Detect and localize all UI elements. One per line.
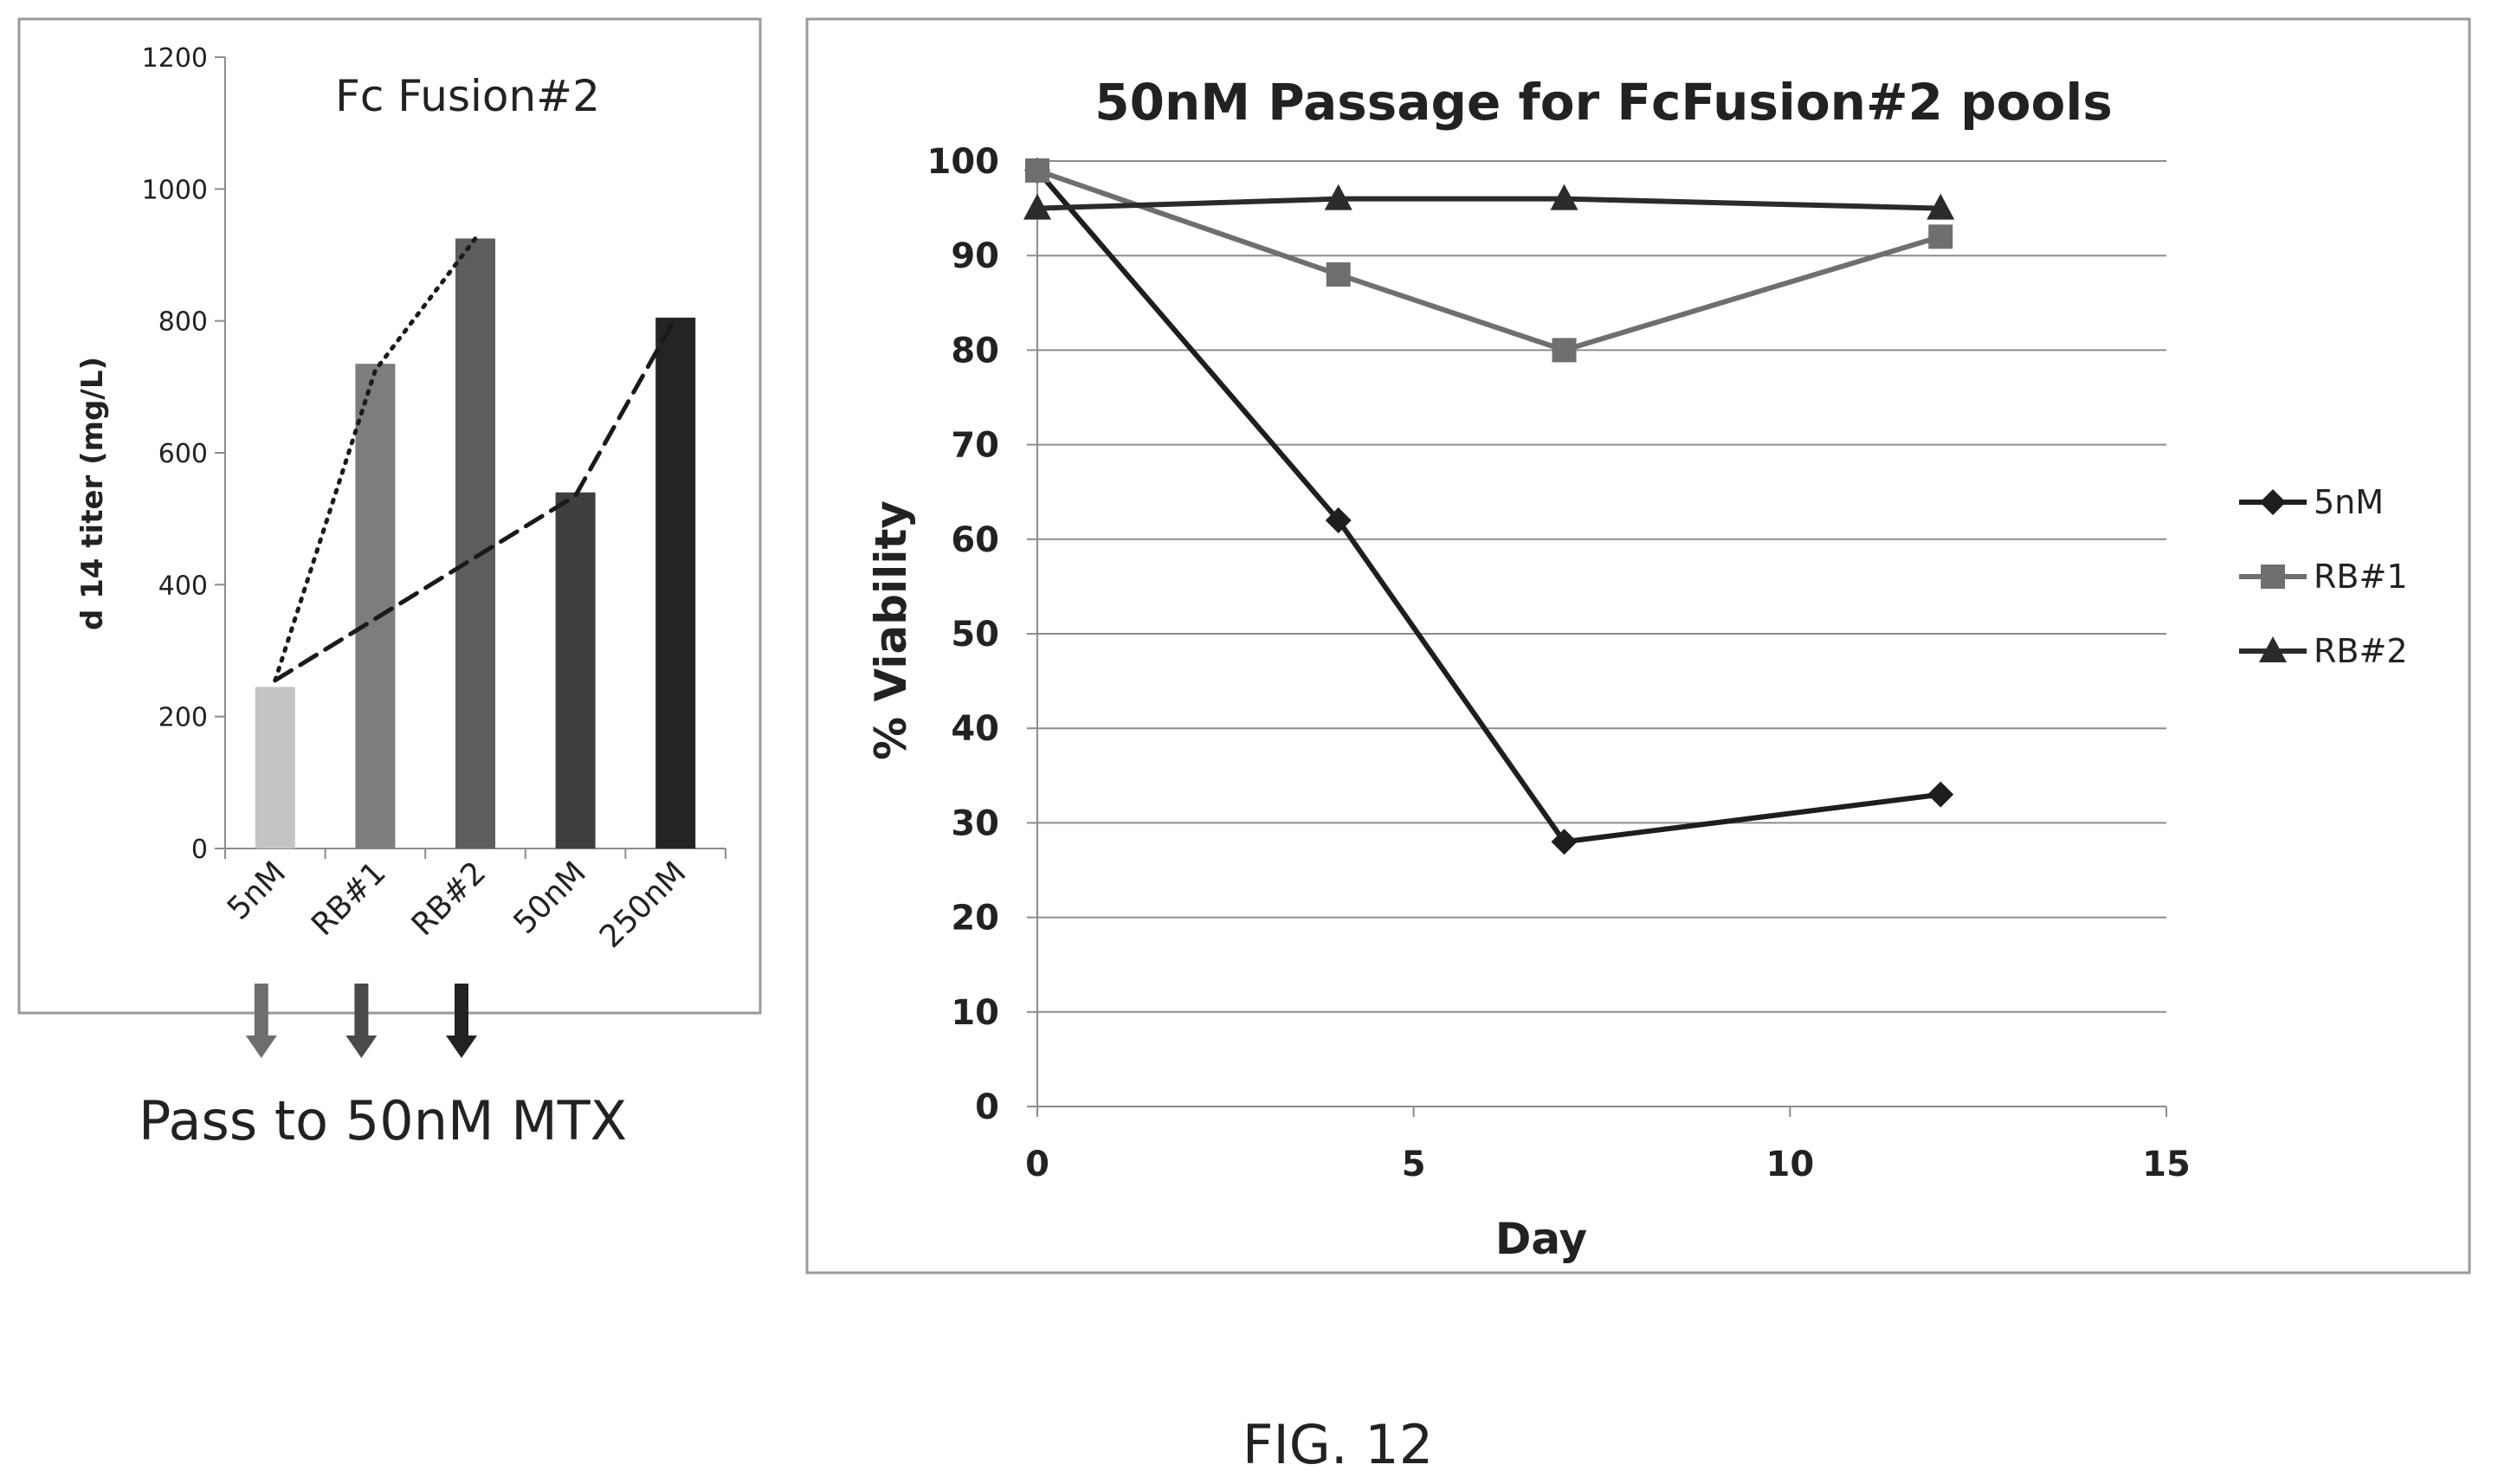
legend-marker-rb2 (2259, 636, 2287, 662)
line-y-tick-label: 30 (951, 803, 999, 843)
legend-label-rb1: RB#1 (2314, 558, 2408, 596)
bar-y-tick-label: 600 (158, 439, 208, 469)
line-y-tick-label: 60 (951, 520, 999, 560)
bar-chart-panel: Fc Fusion#2 d 14 titer (mg/L) 0 200 400 600… (17, 17, 762, 1015)
dashed-trend-line (273, 315, 678, 683)
data-point-5nm (1927, 781, 1954, 808)
line-y-tick-label: 10 (951, 993, 999, 1033)
legend-label-5nm: 5nM (2314, 483, 2384, 521)
data-point-rb1 (1025, 158, 1049, 183)
bar-y-tick-label: 800 (158, 307, 208, 338)
bar-rb1 (355, 364, 396, 848)
data-point-rb2 (1324, 184, 1352, 210)
legend-label-rb2: RB#2 (2314, 632, 2408, 670)
line-y-tick-label: 20 (951, 899, 999, 939)
line-chart-x-axis-label: Day (1495, 1214, 1587, 1264)
line-x-tick-label: 0 (1025, 1145, 1049, 1184)
legend-marker-rb1 (2261, 565, 2285, 589)
series-line-rb1 (1036, 168, 1942, 353)
line-chart-legend: 5nM RB#1 RB#2 (2239, 483, 2408, 670)
line-y-tick-label: 50 (951, 615, 999, 655)
line-y-tick-label: 100 (927, 142, 1000, 182)
bar-rb2 (455, 238, 495, 848)
line-x-tick-label: 5 (1402, 1145, 1426, 1184)
bar-y-tick-label: 200 (158, 703, 208, 733)
bar-y-tick-label: 400 (158, 571, 208, 601)
figure-caption: FIG. 12 (1243, 1413, 1433, 1476)
line-x-tick-label: 10 (1765, 1145, 1814, 1184)
line-y-tick-label: 80 (951, 331, 999, 371)
line-y-tick-label: 0 (975, 1087, 999, 1127)
legend-marker-5nm (2260, 489, 2286, 515)
data-point-5nm (1325, 506, 1352, 533)
down-arrow-icon (446, 984, 477, 1058)
series-line-5nm (1035, 168, 1941, 845)
data-point-rb2 (1550, 184, 1578, 210)
bar-250nm (655, 317, 696, 848)
line-y-tick-label: 70 (951, 426, 999, 466)
bar-y-tick-label: 0 (191, 835, 208, 865)
down-arrow-icon (245, 984, 277, 1058)
line-x-tick-label: 15 (2142, 1145, 2191, 1184)
data-point-rb1 (1552, 338, 1577, 363)
dotted-trend-line (273, 236, 478, 683)
line-chart-title: 50nM Passage for FcFusion#2 pools (1094, 73, 2112, 132)
data-point-rb1 (1928, 224, 1953, 249)
bar-5nm (255, 687, 295, 848)
bar-y-tick-label: 1000 (142, 175, 208, 205)
line-y-tick-label: 40 (951, 709, 999, 749)
data-point-rb2 (1023, 193, 1051, 220)
bar-y-tick-label: 1200 (142, 43, 208, 74)
bar-chart-y-axis-label: d 14 titer (mg/L) (75, 357, 110, 630)
pass-to-50nm-mtx-annotation: Pass to 50nM MTX (139, 1089, 627, 1152)
data-point-rb1 (1326, 262, 1351, 287)
down-arrow-icon (345, 984, 378, 1058)
line-chart-y-axis-label: % Viability (866, 500, 916, 760)
bar-chart-title: Fc Fusion#2 (335, 71, 600, 121)
data-point-5nm (1551, 829, 1578, 855)
bar-50nm (555, 492, 596, 848)
line-y-tick-label: 90 (951, 236, 999, 276)
series-line-rb2 (1036, 196, 1941, 211)
line-chart-panel: 50nM Passage for FcFusion#2 pools 0 10 20 3… (805, 17, 2471, 1274)
data-point-rb2 (1927, 193, 1955, 220)
